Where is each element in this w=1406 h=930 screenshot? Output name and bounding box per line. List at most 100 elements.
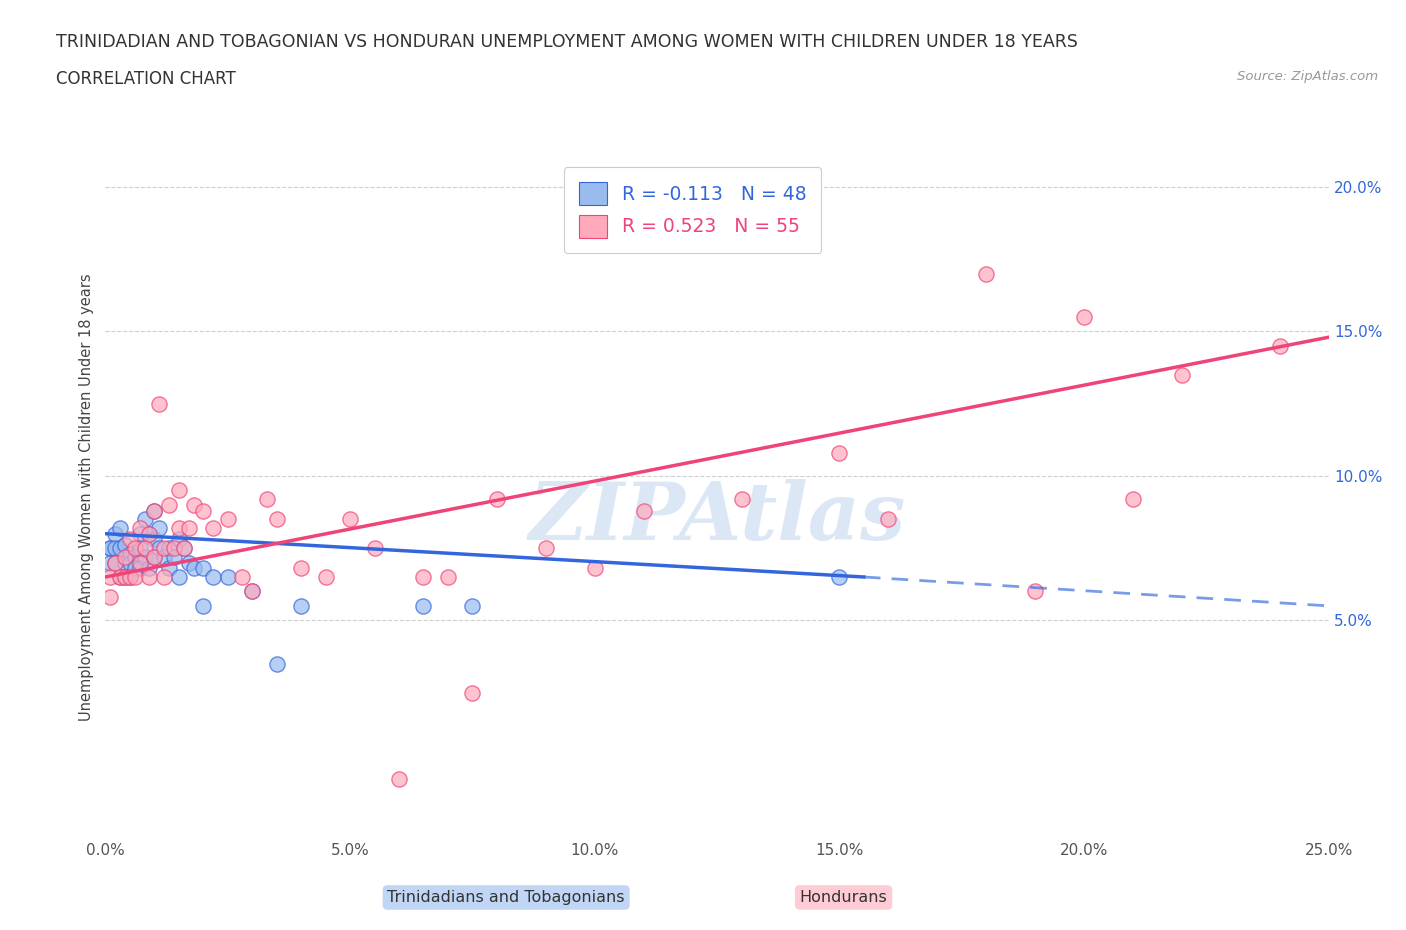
Point (1268, 339, 1291, 353)
Point (167, 569, 190, 584)
Point (485, 492, 508, 507)
Point (138, 569, 160, 584)
Point (108, 569, 131, 584)
Point (974, 266, 997, 281)
Point (134, 550, 156, 565)
Point (363, 540, 385, 555)
Point (124, 550, 146, 565)
Point (124, 569, 146, 584)
Point (114, 555, 136, 570)
Point (339, 512, 361, 526)
Point (290, 561, 312, 576)
Point (412, 598, 434, 613)
Point (98, 569, 121, 584)
Point (153, 540, 176, 555)
Point (828, 445, 851, 460)
Point (412, 569, 434, 584)
Point (217, 512, 239, 526)
Point (138, 561, 160, 576)
Point (128, 521, 150, 536)
Point (118, 532, 141, 547)
Point (461, 685, 484, 700)
Point (128, 561, 150, 576)
Point (183, 561, 205, 576)
Point (388, 772, 411, 787)
Text: Source: ZipAtlas.com: Source: ZipAtlas.com (1237, 70, 1378, 83)
Text: TRINIDADIAN AND TOBAGONIAN VS HONDURAN UNEMPLOYMENT AMONG WOMEN WITH CHILDREN UN: TRINIDADIAN AND TOBAGONIAN VS HONDURAN U… (56, 33, 1078, 50)
Point (98, 540, 121, 555)
Point (183, 498, 205, 512)
Point (104, 526, 127, 541)
Point (153, 550, 176, 565)
Point (143, 503, 166, 518)
Text: ZIPAtlas: ZIPAtlas (529, 479, 905, 557)
Point (124, 561, 146, 576)
Point (104, 555, 127, 570)
Text: Hondurans: Hondurans (800, 890, 887, 905)
Point (143, 550, 166, 565)
Point (118, 547, 141, 562)
Point (157, 561, 180, 576)
Point (134, 512, 156, 526)
Point (177, 555, 200, 570)
Point (148, 540, 170, 555)
Point (157, 498, 180, 512)
Point (167, 521, 190, 536)
Point (1171, 367, 1194, 382)
Point (193, 561, 215, 576)
Point (461, 598, 484, 613)
Point (163, 550, 186, 565)
Point (1122, 492, 1144, 507)
Point (437, 569, 460, 584)
Point (266, 657, 288, 671)
Point (118, 569, 141, 584)
Point (98, 590, 121, 604)
Point (128, 540, 150, 555)
Point (104, 555, 127, 570)
Point (266, 512, 288, 526)
Point (128, 555, 150, 570)
Point (98, 540, 121, 555)
Point (124, 540, 146, 555)
Point (534, 540, 557, 555)
Point (108, 569, 131, 584)
Point (290, 598, 312, 613)
Point (163, 540, 186, 555)
Point (877, 512, 900, 526)
Point (1073, 310, 1095, 325)
Point (143, 503, 166, 518)
Point (173, 540, 195, 555)
Point (104, 540, 127, 555)
Point (315, 569, 337, 584)
Point (143, 532, 166, 547)
Point (134, 540, 156, 555)
Point (193, 503, 215, 518)
Point (118, 569, 141, 584)
Point (98, 555, 121, 570)
Point (143, 550, 166, 565)
Point (128, 526, 150, 541)
Point (583, 561, 606, 576)
Point (167, 532, 190, 547)
Point (167, 483, 190, 498)
Point (240, 584, 263, 599)
Point (240, 584, 263, 599)
Point (114, 538, 136, 552)
Point (1024, 584, 1046, 599)
Point (108, 521, 131, 536)
Point (202, 569, 225, 584)
Point (633, 503, 655, 518)
Point (148, 521, 170, 536)
Text: Trinidadians and Tobagonians: Trinidadians and Tobagonians (388, 890, 624, 905)
Y-axis label: Unemployment Among Women with Children Under 18 years: Unemployment Among Women with Children U… (79, 273, 94, 722)
Point (114, 550, 136, 565)
Point (138, 526, 160, 541)
Point (202, 521, 225, 536)
Point (217, 569, 239, 584)
Point (108, 540, 131, 555)
Point (828, 569, 851, 584)
Point (157, 540, 180, 555)
Point (177, 521, 200, 536)
Point (114, 569, 136, 584)
Point (114, 569, 136, 584)
